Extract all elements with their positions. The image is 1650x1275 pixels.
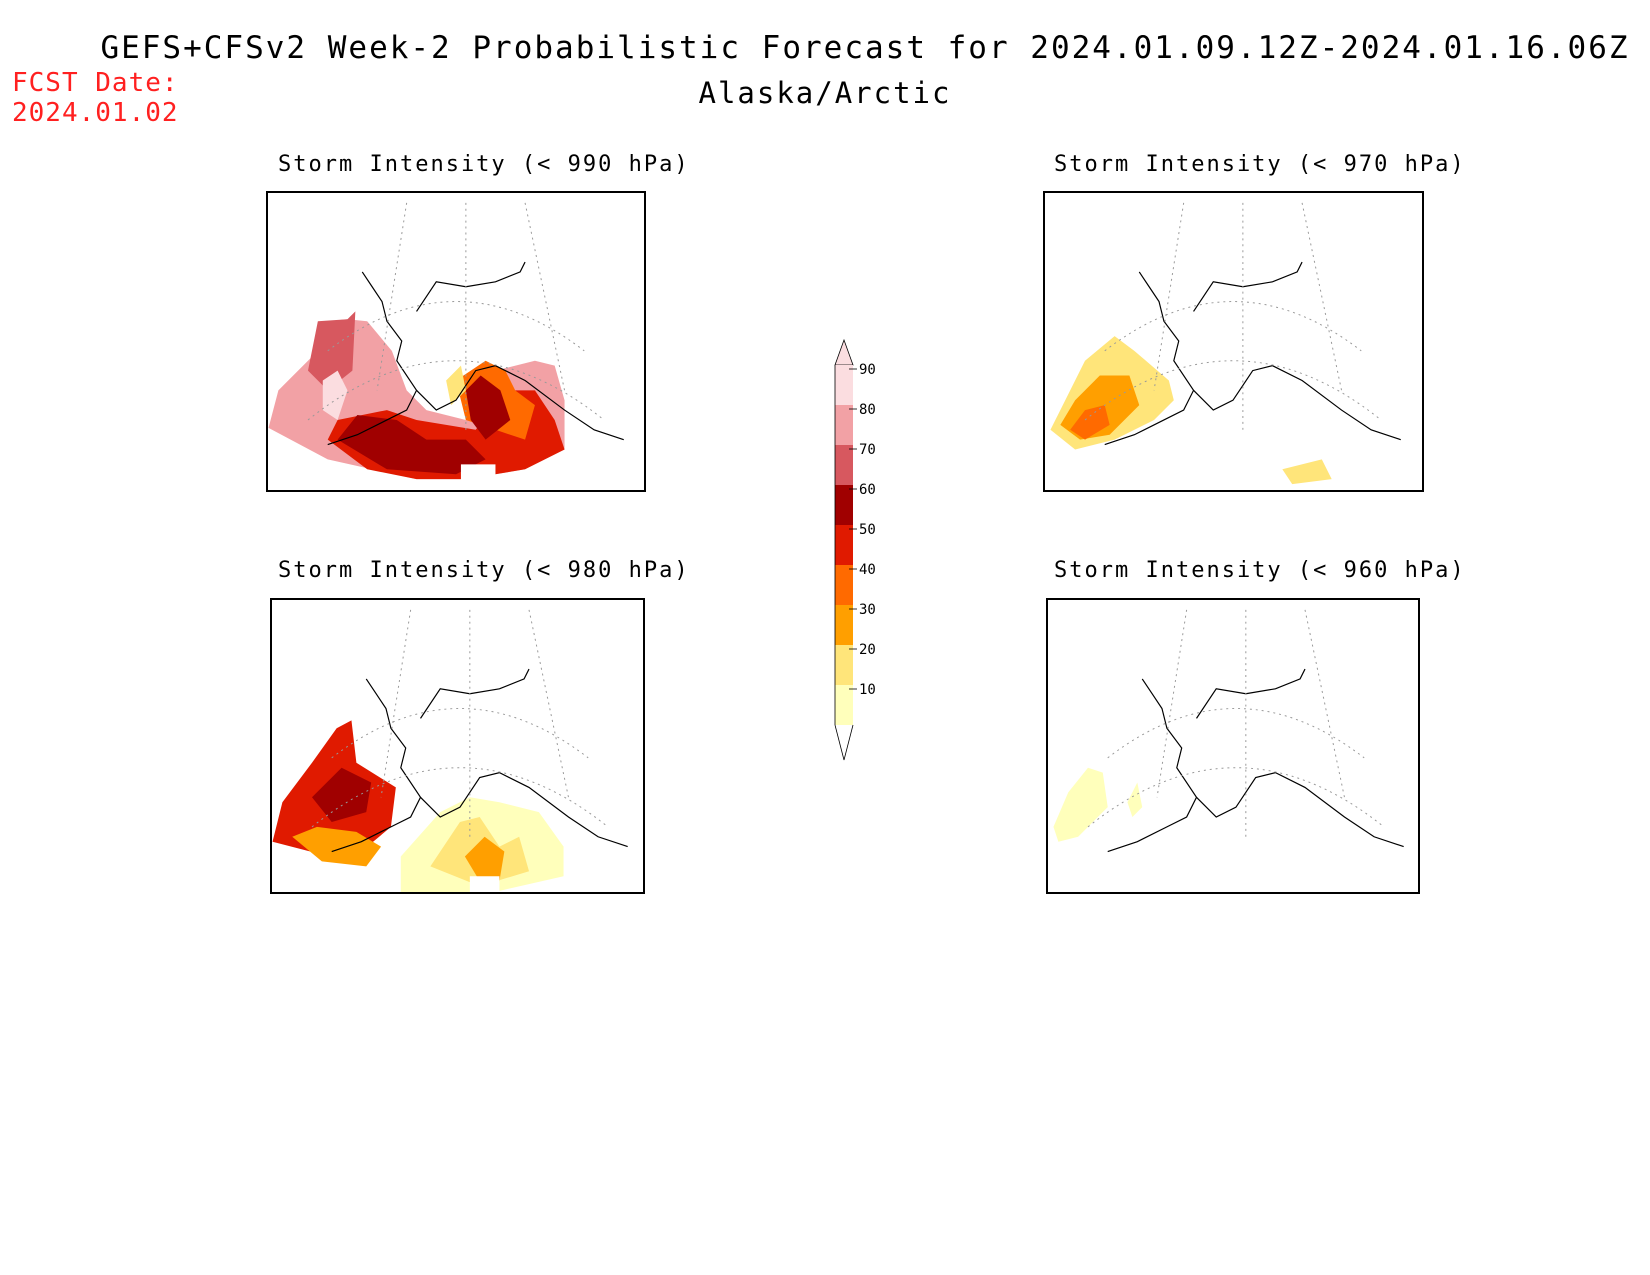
colorbar-label: 30 [859,602,876,618]
colorbar-top-cap [834,338,854,366]
probability-fill-970 [1050,336,1332,485]
colorbar-swatch [835,685,853,725]
coastline-970 [1104,261,1401,446]
figure-subtitle: Alaska/Arctic [698,76,952,110]
graticule-980 [311,609,609,837]
probability-fill-980 [272,720,564,892]
colorbar-swatch [835,445,853,485]
map-panel-980 [270,598,645,894]
graticule-970 [1084,202,1382,430]
colorbar-swatch [835,365,853,405]
probability-colorbar: 90 80 70 60 50 40 30 20 10 [820,335,890,761]
colorbar-bottom-cap [834,724,854,761]
graticule-990 [307,202,605,430]
colorbar-swatch [835,405,853,445]
panel-title-970: Storm Intensity (< 970 hPa) [1054,152,1466,177]
colorbar-swatch [835,525,853,565]
colorbar-label: 20 [859,642,876,658]
colorbar-label: 40 [859,562,876,578]
panel-title-990: Storm Intensity (< 990 hPa) [278,152,690,177]
coastline-960 [1107,668,1404,853]
coastline-980 [331,668,628,853]
probability-fill-990 [268,193,644,490]
panel-title-960: Storm Intensity (< 960 hPa) [1054,558,1466,583]
colorbar-swatch [835,645,853,685]
coastline-990 [327,261,624,446]
colorbar-swatch [835,485,853,525]
fcst-date-value: 2024.01.02 [12,98,179,128]
map-panel-990 [266,191,646,492]
colorbar-swatch [835,565,853,605]
colorbar-label: 90 [859,362,876,378]
colorbar-label: 70 [859,442,876,458]
probability-fill-960 [1053,767,1143,842]
colorbar-label: 10 [859,682,876,698]
fcst-date-caption: FCST Date: [12,68,179,98]
figure-title: GEFS+CFSv2 Week-2 Probabilistic Forecast… [100,30,1630,66]
colorbar-swatch [835,605,853,645]
forecast-date-label: FCST Date: 2024.01.02 [12,68,179,128]
colorbar-label: 60 [859,482,876,498]
panel-title-980: Storm Intensity (< 980 hPa) [278,558,690,583]
graticule-960 [1087,609,1385,837]
colorbar-label: 80 [859,402,876,418]
map-panel-970 [1043,191,1424,492]
map-panel-960 [1046,598,1420,894]
colorbar-label: 50 [859,522,876,538]
